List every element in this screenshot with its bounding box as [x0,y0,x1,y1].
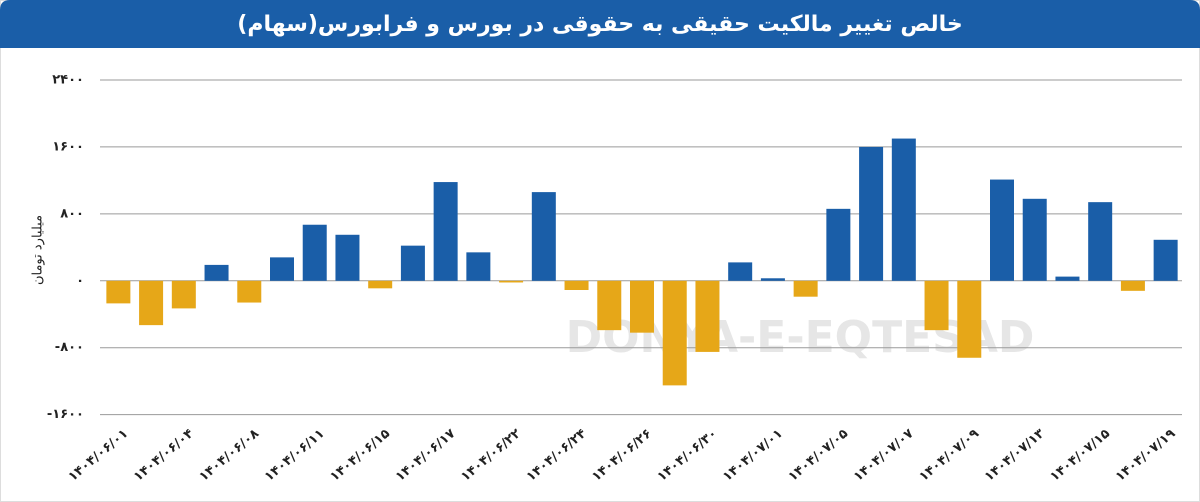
bar [891,138,916,281]
y-tick-label: -۱۶۰۰ [47,407,84,422]
y-tick-label: ۱۶۰۰ [52,139,84,154]
bar [728,262,753,281]
bar [957,280,982,358]
y-tick-label: ۸۰۰ [60,206,84,221]
y-tick-label: ۲۴۰۰ [52,73,84,88]
bar [499,280,524,283]
bar [106,280,131,304]
chart-title: خالص تغییر مالکیت حقیقی به حقوقی در بورس… [237,12,962,37]
y-tick-label: -۸۰۰ [55,340,84,355]
y-tick-label: ۰ [76,273,84,288]
bar [1055,276,1080,281]
bar [531,192,556,281]
bar [204,264,229,281]
bar [171,280,196,309]
bar [662,280,687,386]
bar [139,280,164,326]
bar [302,224,327,281]
bar [368,280,393,289]
bar [1120,280,1145,291]
bar [1022,198,1047,281]
bar [597,280,622,331]
bar [335,234,360,281]
bar [1153,239,1178,281]
bar [466,252,491,281]
bar [433,182,458,281]
bar [793,280,818,297]
bar [826,208,851,281]
bar [924,280,949,331]
bar [400,245,425,281]
bar [760,278,785,281]
bar [270,257,294,281]
bar [990,179,1014,281]
bar [630,280,654,333]
y-axis-label: میلیارد تومان [31,215,46,285]
bar [859,146,884,281]
bar [237,280,262,303]
bar [695,280,720,352]
bar [564,280,589,290]
header-bar [0,0,1200,48]
bar [1088,202,1113,281]
